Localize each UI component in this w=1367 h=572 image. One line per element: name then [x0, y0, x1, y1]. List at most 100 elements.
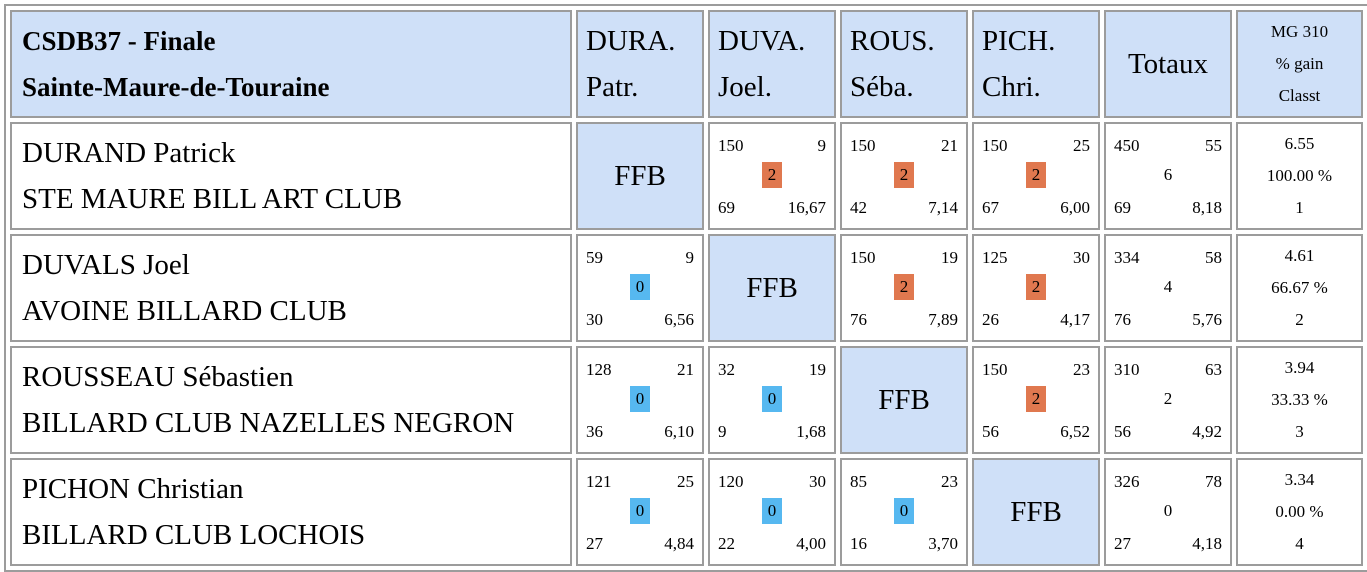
best-series: 16: [850, 534, 867, 553]
points: 85: [850, 472, 867, 491]
total-best-series: 76: [1114, 310, 1131, 329]
mg-header: MG 310 % gain Classt: [1236, 10, 1363, 118]
player-name: DURAND Patrick: [22, 137, 236, 169]
total-points: 334: [1114, 248, 1140, 267]
total-innings: 78: [1205, 472, 1222, 491]
mg-cell: 3.94 33.33 % 3: [1236, 346, 1363, 454]
general-average: 3.94: [1284, 358, 1315, 377]
average: 4,00: [796, 534, 826, 553]
match-points-badge: 2: [1026, 162, 1046, 188]
gain-percent: 0.00 %: [1275, 502, 1324, 521]
points: 150: [982, 136, 1008, 155]
match-result-cell: 150 19 2 76 7,89: [840, 234, 968, 342]
totals-cell: 450 55 6 69 8,18: [1104, 122, 1232, 230]
totals-cell: 334 58 4 76 5,76: [1104, 234, 1232, 342]
innings: 30: [809, 472, 826, 491]
average: 6,52: [1060, 422, 1090, 441]
innings: 19: [809, 360, 826, 379]
column-header-line1: PICH.: [982, 25, 1056, 57]
player-cell: DURAND Patrick STE MAURE BILL ART CLUB: [10, 122, 572, 230]
column-header-line2: Séba.: [850, 71, 914, 103]
general-average: 4.61: [1284, 246, 1315, 265]
mg-cell: 3.34 0.00 % 4: [1236, 458, 1363, 566]
ranking: 4: [1295, 534, 1304, 553]
total-innings: 58: [1205, 248, 1222, 267]
general-average: 6.55: [1284, 134, 1315, 153]
match-points-badge: 2: [1026, 274, 1046, 300]
points: 150: [718, 136, 744, 155]
player-row: DURAND Patrick STE MAURE BILL ART CLUB FFB…: [10, 122, 1363, 230]
player-club: BILLARD CLUB LOCHOIS: [22, 519, 366, 551]
ffb-cell: FFB: [840, 346, 968, 454]
best-series: 9: [718, 422, 727, 441]
player-club: AVOINE BILLARD CLUB: [22, 295, 347, 327]
match-result-cell: 150 21 2 42 7,14: [840, 122, 968, 230]
match-result-cell: 150 23 2 56 6,52: [972, 346, 1100, 454]
player-name: PICHON Christian: [22, 473, 244, 505]
player-name: DUVALS Joel: [22, 249, 190, 281]
totals-cell: 310 63 2 56 4,92: [1104, 346, 1232, 454]
ranking: 3: [1295, 422, 1304, 441]
header-row: CSDB37 - Finale Sainte-Maure-de-Touraine…: [10, 10, 1363, 118]
mg-header-line2: % gain: [1275, 54, 1324, 73]
column-header-line1: DUVA.: [718, 25, 806, 57]
player-row: ROUSSEAU Sébastien BILLARD CLUB NAZELLES …: [10, 346, 1363, 454]
ranking: 1: [1295, 198, 1304, 217]
gain-percent: 66.67 %: [1271, 278, 1328, 297]
best-series: 27: [586, 534, 603, 553]
average: 6,00: [1060, 198, 1090, 217]
total-best-series: 56: [1114, 422, 1131, 441]
total-match-points: 0: [1163, 501, 1173, 520]
total-match-points: 2: [1163, 389, 1173, 408]
player-name: ROUSSEAU Sébastien: [22, 361, 294, 393]
total-points: 326: [1114, 472, 1140, 491]
total-best-series: 27: [1114, 534, 1131, 553]
points: 150: [850, 248, 876, 267]
player-row: DUVALS Joel AVOINE BILLARD CLUB 59 9 0 30 6,56…: [10, 234, 1363, 342]
competition-title-cell: CSDB37 - Finale Sainte-Maure-de-Touraine: [10, 10, 572, 118]
match-result-cell: 32 19 0 9 1,68: [708, 346, 836, 454]
mg-cell: 6.55 100.00 % 1: [1236, 122, 1363, 230]
ffb-cell: FFB: [972, 458, 1100, 566]
column-header-line2: Patr.: [586, 71, 639, 103]
match-result-cell: 125 30 2 26 4,17: [972, 234, 1100, 342]
results-table: CSDB37 - Finale Sainte-Maure-de-Touraine…: [4, 4, 1367, 572]
points: 128: [586, 360, 612, 379]
innings: 25: [1073, 136, 1090, 155]
column-header-line1: ROUS.: [850, 25, 935, 57]
innings: 21: [677, 360, 694, 379]
player-cell: DUVALS Joel AVOINE BILLARD CLUB: [10, 234, 572, 342]
total-average: 4,18: [1192, 534, 1222, 553]
column-header-player-2: DUVA. Joel.: [708, 10, 836, 118]
points: 150: [982, 360, 1008, 379]
total-match-points: 6: [1163, 165, 1173, 184]
match-result-cell: 128 21 0 36 6,10: [576, 346, 704, 454]
match-points-badge: 0: [762, 386, 782, 412]
match-points-badge: 0: [630, 274, 650, 300]
ffb-cell: FFB: [576, 122, 704, 230]
general-average: 3.34: [1284, 470, 1315, 489]
column-header-player-4: PICH. Chri.: [972, 10, 1100, 118]
column-header-line1: DURA.: [586, 25, 676, 57]
column-header-line2: Joel.: [718, 71, 772, 103]
points: 120: [718, 472, 744, 491]
column-header-line2: Chri.: [982, 71, 1041, 103]
total-innings: 63: [1205, 360, 1222, 379]
innings: 30: [1073, 248, 1090, 267]
innings: 9: [817, 136, 827, 155]
player-cell: PICHON Christian BILLARD CLUB LOCHOIS: [10, 458, 572, 566]
average: 1,68: [796, 422, 826, 441]
match-result-cell: 150 25 2 67 6,00: [972, 122, 1100, 230]
best-series: 26: [982, 310, 999, 329]
gain-percent: 33.33 %: [1271, 390, 1328, 409]
average: 4,84: [664, 534, 694, 553]
column-header-player-1: DURA. Patr.: [576, 10, 704, 118]
total-average: 8,18: [1192, 198, 1222, 217]
ranking: 2: [1295, 310, 1304, 329]
total-average: 4,92: [1192, 422, 1222, 441]
mg-header-line3: Classt: [1278, 86, 1321, 105]
points: 125: [982, 248, 1008, 267]
average: 3,70: [928, 534, 958, 553]
total-average: 5,76: [1192, 310, 1222, 329]
match-result-cell: 150 9 2 69 16,67: [708, 122, 836, 230]
